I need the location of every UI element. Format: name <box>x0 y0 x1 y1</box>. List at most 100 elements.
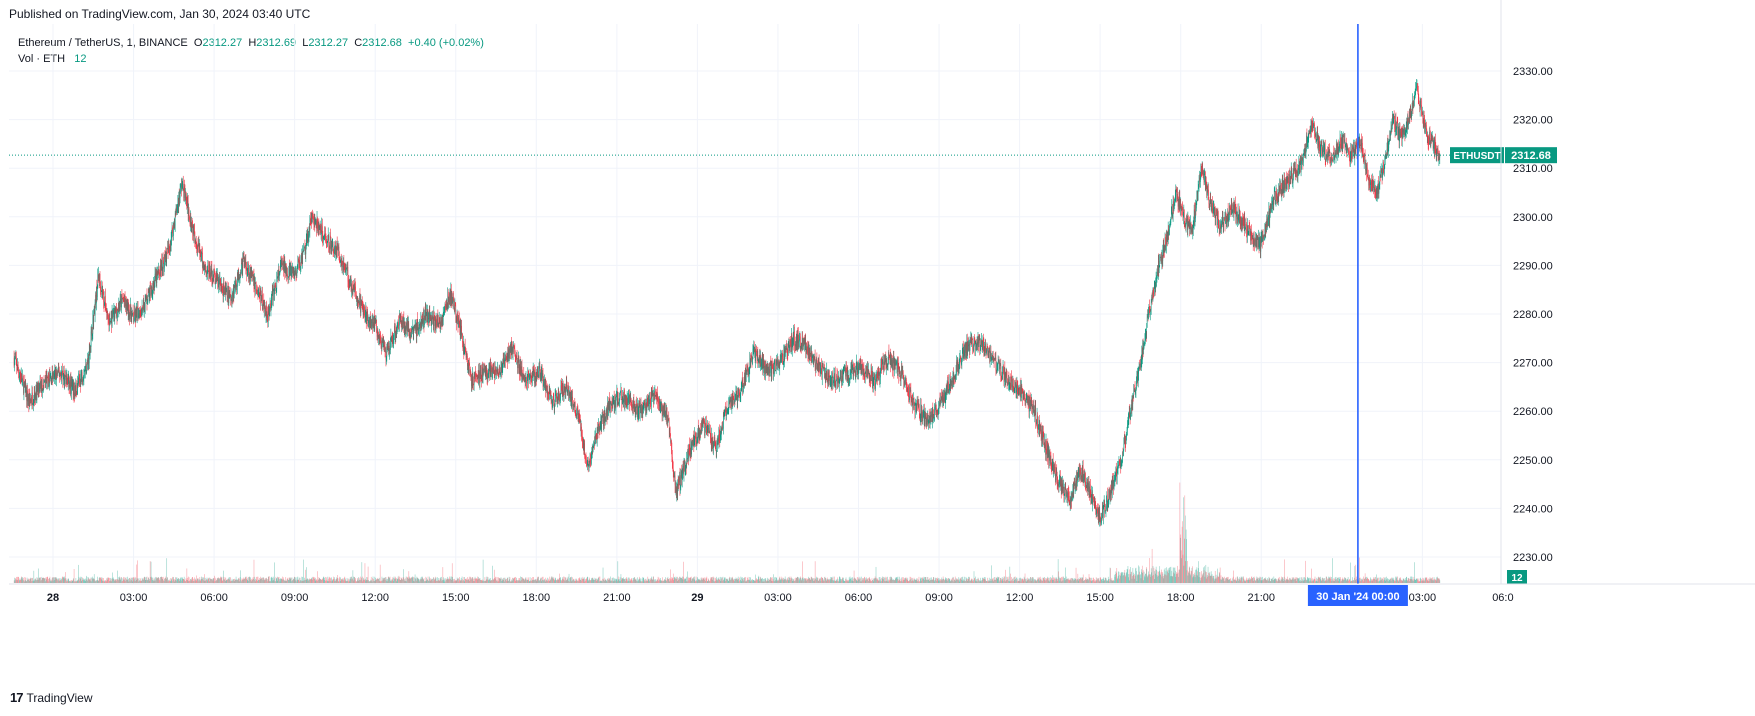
volume-bar <box>797 576 798 583</box>
volume-bar <box>935 577 937 583</box>
volume-bar <box>197 578 198 583</box>
volume-bar <box>852 578 854 583</box>
volume-bar <box>994 577 995 583</box>
volume-bar <box>1013 581 1014 583</box>
volume-bar <box>1072 578 1073 583</box>
volume-bar <box>28 578 30 583</box>
volume-bar <box>688 578 689 583</box>
volume-bar <box>44 578 45 583</box>
volume-bar <box>924 580 925 583</box>
volume-bar <box>191 578 193 583</box>
volume-bar <box>314 580 316 583</box>
volume-bar <box>57 580 58 583</box>
volume-bar <box>452 576 453 583</box>
volume-bar <box>171 578 172 583</box>
volume-bar <box>496 580 498 583</box>
volume-bar <box>763 578 765 583</box>
volume-bar <box>231 580 232 583</box>
volume-bar <box>1068 579 1069 583</box>
volume-bar <box>656 580 658 583</box>
volume-bar <box>603 578 604 583</box>
volume-bar <box>1017 581 1018 583</box>
volume-bar <box>80 576 82 583</box>
volume-bar <box>827 579 828 583</box>
volume-bar <box>1084 580 1085 583</box>
volume-bar <box>281 579 283 583</box>
volume-bar <box>504 581 505 583</box>
volume-bar <box>768 580 769 583</box>
volume-bar <box>57 578 59 583</box>
volume-bar <box>174 579 176 583</box>
volume-bar <box>787 580 789 583</box>
volume-bar <box>1051 577 1053 583</box>
volume-bar <box>291 581 292 583</box>
volume-bar <box>250 577 251 583</box>
volume-bar <box>857 577 859 583</box>
volume-bar <box>979 580 980 583</box>
volume-bar <box>979 580 981 583</box>
volume-bar <box>166 558 168 583</box>
volume-bar <box>972 580 973 583</box>
volume-bar <box>980 581 982 583</box>
volume-bar <box>697 577 698 583</box>
volume-bar <box>331 581 333 583</box>
volume-bar <box>348 579 350 583</box>
volume-bar <box>946 580 948 583</box>
volume-bar <box>49 576 51 583</box>
volume-bar <box>60 580 62 583</box>
volume-bar <box>945 578 947 583</box>
volume-bar <box>196 575 197 583</box>
volume-bar <box>432 581 434 583</box>
volume-bar <box>819 579 821 583</box>
volume-bar <box>838 580 840 583</box>
volume-bar <box>487 577 489 583</box>
volume-bar <box>14 580 16 583</box>
volume-bar <box>410 577 412 583</box>
volume-bar <box>878 577 880 583</box>
volume-bar <box>991 565 992 583</box>
volume-bar <box>294 577 295 583</box>
volume-bar <box>394 577 396 583</box>
volume-bar <box>327 581 328 583</box>
volume-bar <box>489 578 490 583</box>
volume-bar <box>374 581 375 583</box>
volume-bar <box>886 581 888 583</box>
volume-bar <box>1021 578 1022 583</box>
legend-symbol[interactable]: Ethereum / TetherUS, 1, BINANCE <box>18 37 188 49</box>
volume-bar <box>257 580 258 583</box>
volume-bar <box>389 577 390 583</box>
volume-bar <box>316 579 317 583</box>
volume-bar <box>290 578 291 583</box>
volume-bar <box>536 581 538 583</box>
volume-bar <box>699 580 701 583</box>
volume-bar <box>825 578 826 583</box>
volume-bar <box>646 580 648 583</box>
volume-bar <box>115 580 117 583</box>
volume-bar <box>807 578 809 583</box>
volume-bar <box>221 580 223 583</box>
candle <box>276 271 278 293</box>
volume-bar <box>379 577 381 583</box>
volume-bar <box>193 578 194 583</box>
volume-bar <box>872 579 873 583</box>
volume-bar <box>780 580 781 583</box>
volume-bar <box>388 576 389 583</box>
volume-bar <box>102 580 104 583</box>
volume-bar <box>883 576 885 583</box>
volume-bar <box>576 580 578 583</box>
volume-bar <box>738 581 740 583</box>
volume-bar <box>453 581 454 583</box>
volume-bar <box>322 577 324 583</box>
volume-bar <box>519 578 520 583</box>
volume-bar <box>843 577 844 583</box>
volume-bar <box>1039 576 1041 583</box>
volume-bar <box>903 577 904 583</box>
volume-bar <box>123 576 125 583</box>
volume-bar <box>809 577 811 583</box>
volume-bar <box>624 578 626 583</box>
volume-bar <box>534 580 535 583</box>
volume-bar <box>686 576 688 583</box>
volume-bar <box>531 581 533 583</box>
volume-bar <box>961 577 963 583</box>
